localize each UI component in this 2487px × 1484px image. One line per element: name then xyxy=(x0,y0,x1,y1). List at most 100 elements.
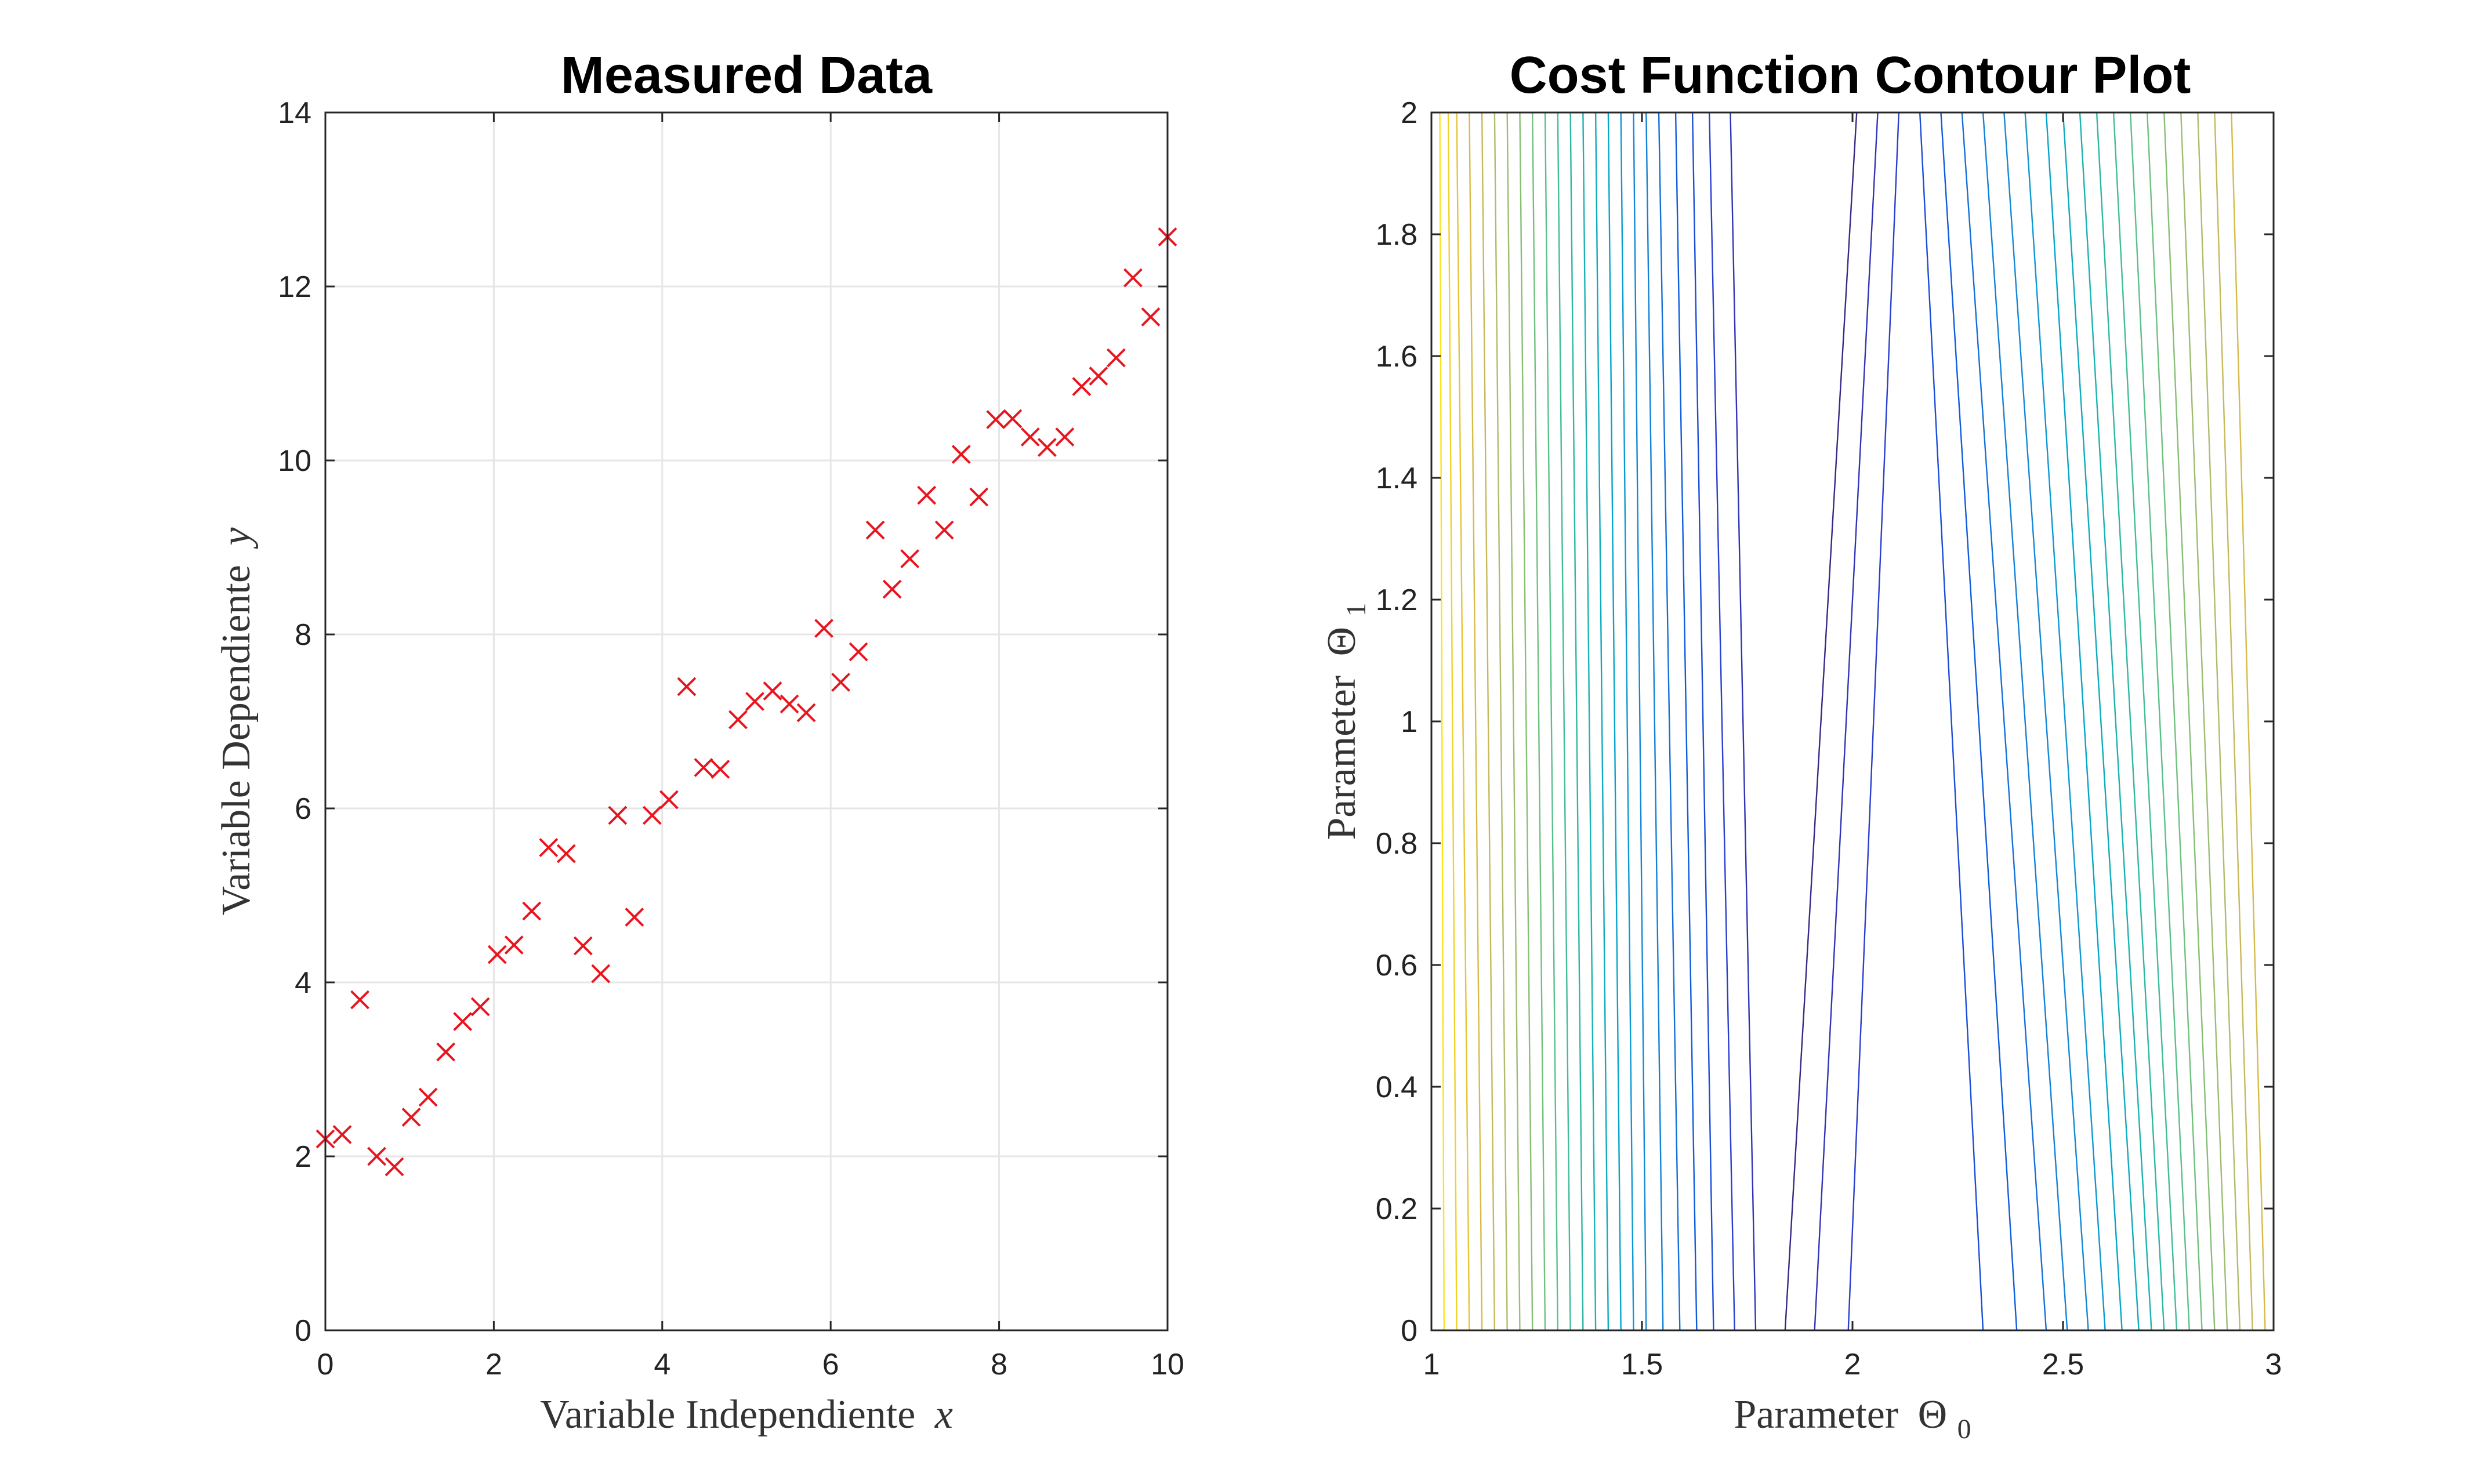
contour-line xyxy=(2096,113,2165,1330)
data-point-marker xyxy=(573,936,593,956)
data-point-marker xyxy=(1072,377,1092,396)
data-point-marker xyxy=(1020,427,1040,447)
left-y-tick-label: 0 xyxy=(295,1314,311,1348)
left-y-tick-label: 12 xyxy=(278,270,311,304)
contour-line xyxy=(1447,113,1458,1330)
contour-line xyxy=(1961,113,2047,1330)
left-y-tick-label: 10 xyxy=(278,444,311,478)
contour-line xyxy=(1439,113,1445,1330)
measured-data-plot: Measured Data 0 2 4 6 8 10 0 2 4 6 8 10 12 14 Variabl… xyxy=(214,46,1184,1437)
data-point-marker xyxy=(418,1087,438,1107)
right-y-axis-subscript: 1 xyxy=(1341,603,1372,616)
contour-line xyxy=(1784,113,1858,1330)
contour-line xyxy=(1940,113,2018,1330)
data-point-marker xyxy=(763,681,782,701)
contour-line xyxy=(1493,113,1508,1330)
right-y-tick-label: 1 xyxy=(1401,705,1417,739)
data-point-marker xyxy=(591,964,611,984)
right-y-tick-label: 0.6 xyxy=(1376,949,1417,982)
right-y-tick-label: 1.8 xyxy=(1376,218,1417,252)
contour-line xyxy=(2197,113,2241,1330)
left-x-axis-label: Variable Independiente x xyxy=(540,1392,953,1437)
data-point-marker xyxy=(831,673,851,692)
data-point-marker xyxy=(710,760,730,779)
right-y-axis-label: Parameter Θ 1 xyxy=(1319,603,1372,840)
data-point-marker xyxy=(608,806,628,825)
data-point-marker xyxy=(487,945,507,964)
contour-line xyxy=(2079,113,2152,1330)
right-y-axis-label-text: Parameter xyxy=(1319,676,1364,840)
contour-line xyxy=(1594,113,1609,1330)
contour-line xyxy=(1730,113,1757,1330)
contour-line xyxy=(2024,113,2106,1330)
right-y-tick-label: 1.6 xyxy=(1376,340,1417,373)
right-plot-area xyxy=(1431,113,2274,1330)
left-y-axis-symbol: y xyxy=(214,527,259,549)
data-point-marker xyxy=(367,1146,386,1166)
contour-line xyxy=(1582,113,1597,1330)
data-point-marker xyxy=(401,1108,421,1127)
data-point-marker xyxy=(1123,268,1143,288)
data-point-marker xyxy=(728,710,748,730)
contour-line xyxy=(2112,113,2178,1330)
data-point-marker xyxy=(556,844,576,863)
data-point-marker xyxy=(951,445,971,464)
data-point-marker xyxy=(470,997,490,1017)
contour-line xyxy=(1569,113,1584,1330)
contour-line xyxy=(1506,113,1521,1330)
data-point-marker xyxy=(849,642,868,662)
contour-line xyxy=(1658,113,1681,1330)
data-point-marker xyxy=(917,485,937,505)
left-x-tick-label: 2 xyxy=(485,1348,502,1381)
contour-line xyxy=(2003,113,2089,1330)
left-x-tick-label: 6 xyxy=(822,1348,839,1381)
contour-lines xyxy=(1439,113,2266,1330)
data-point-marker xyxy=(504,935,524,955)
left-x-tick-label: 4 xyxy=(654,1348,670,1381)
right-y-tick-label: 0.2 xyxy=(1376,1192,1417,1226)
data-point-marker xyxy=(780,694,799,714)
contour-line xyxy=(2045,113,2123,1330)
contour-line xyxy=(2214,113,2253,1330)
data-point-marker xyxy=(677,677,697,696)
contour-line xyxy=(2129,113,2190,1330)
data-point-marker xyxy=(865,520,885,540)
contour-line xyxy=(2147,113,2203,1330)
data-point-marker xyxy=(796,703,816,723)
contour-line xyxy=(1519,113,1533,1330)
data-point-marker xyxy=(1089,367,1108,386)
left-y-tick-label: 2 xyxy=(295,1140,311,1174)
contour-line xyxy=(1481,113,1496,1330)
left-x-axis-label-text: Variable Independiente xyxy=(540,1392,915,1437)
data-point-marker xyxy=(694,758,713,777)
left-x-tick-label: 8 xyxy=(991,1348,1007,1381)
left-y-tick-label: 4 xyxy=(295,966,311,1000)
data-point-marker xyxy=(882,579,902,599)
data-point-marker xyxy=(625,908,644,927)
right-x-axis-symbol: Θ xyxy=(1918,1392,1948,1437)
contour-line xyxy=(2180,113,2228,1330)
data-point-marker xyxy=(745,692,764,711)
contour-line xyxy=(1674,113,1698,1330)
right-y-tick-label: 1.4 xyxy=(1376,462,1417,495)
data-point-marker xyxy=(900,549,920,568)
data-point-marker xyxy=(1055,427,1075,447)
right-y-tick-label: 0 xyxy=(1401,1314,1417,1348)
right-x-tick-label: 2 xyxy=(1844,1348,1861,1381)
data-point-marker xyxy=(436,1042,456,1062)
right-chart-title: Cost Function Contour Plot xyxy=(1510,46,2191,104)
contour-line xyxy=(1982,113,2068,1330)
data-point-marker xyxy=(1141,307,1161,326)
contour-line xyxy=(1620,113,1634,1330)
contour-line xyxy=(1557,113,1571,1330)
cost-contour-plot: Cost Function Contour Plot 1 1.5 2 2.5 3 0 0.2… xyxy=(1319,46,2282,1445)
right-ticks: 1 1.5 2 2.5 3 0 0.2 0.4 0.6 0.8 1 1.2 1.4 1.6 1.8 2 xyxy=(1376,96,2282,1381)
left-y-tick-label: 14 xyxy=(278,96,311,130)
data-point-marker xyxy=(969,487,989,507)
left-chart-title: Measured Data xyxy=(561,46,933,104)
left-plot-area xyxy=(325,113,1168,1330)
right-x-tick-label: 3 xyxy=(2265,1348,2282,1381)
left-x-axis-symbol: x xyxy=(934,1392,953,1437)
contour-line xyxy=(1814,113,1879,1330)
